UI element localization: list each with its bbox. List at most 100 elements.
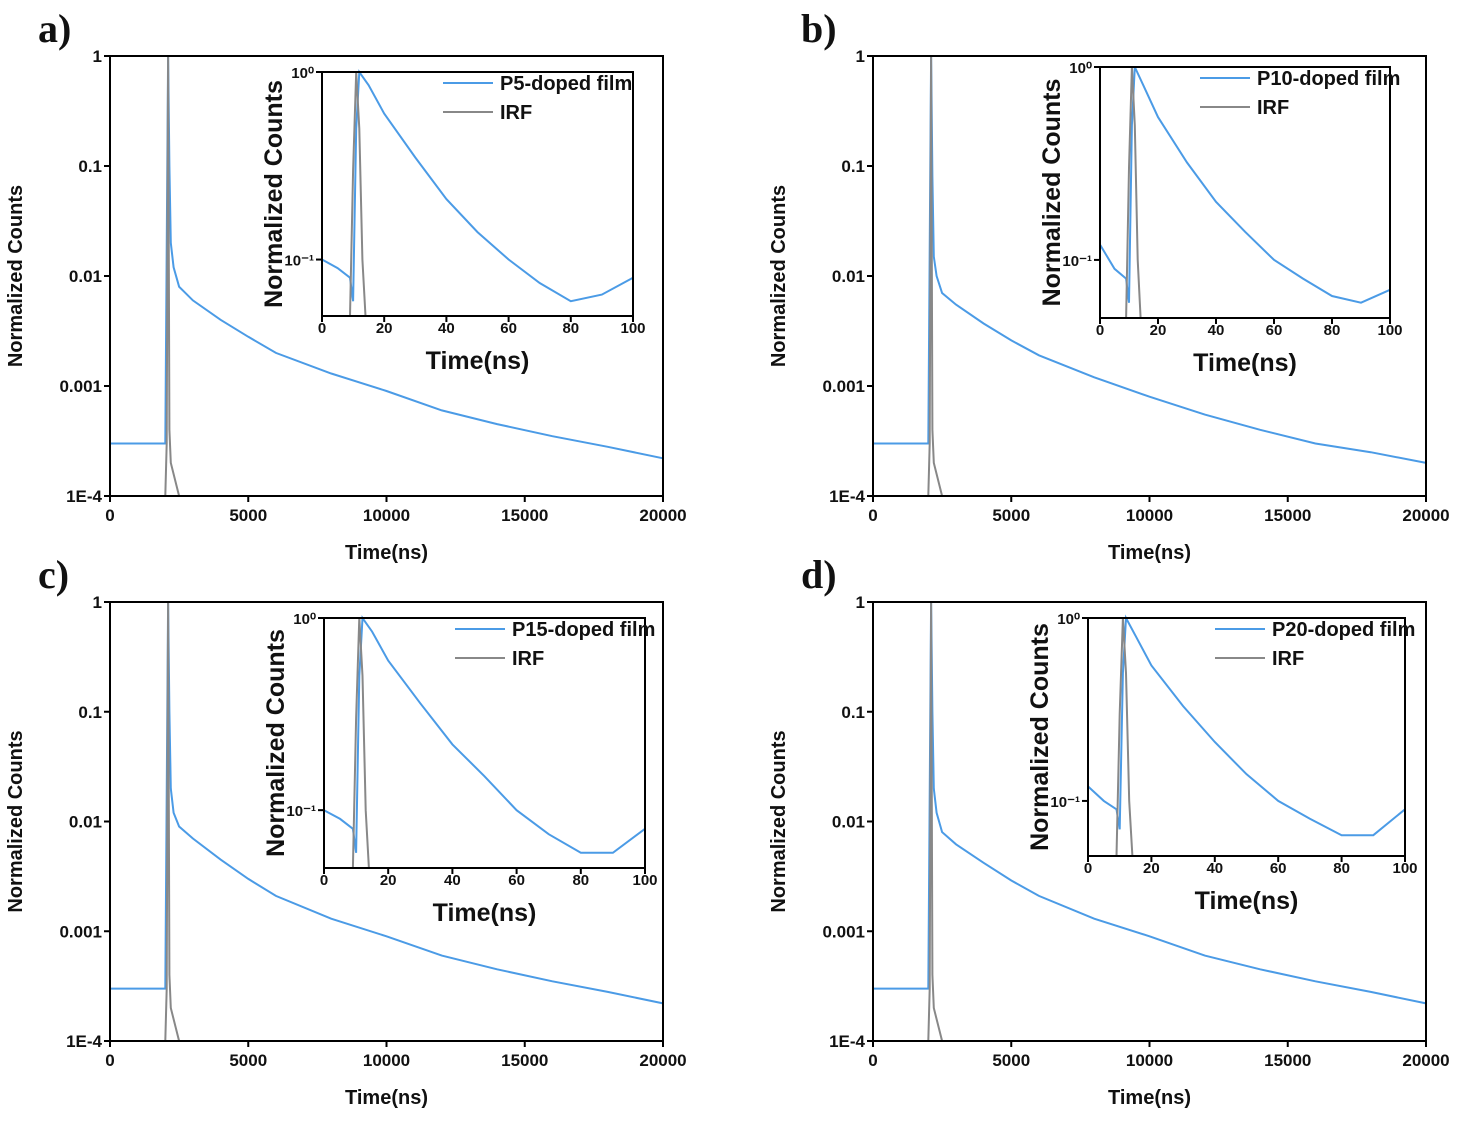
legend-label: P10-doped film [1257,68,1400,90]
panel-label: b) [801,6,837,51]
x-tick-label: 0 [1096,322,1104,339]
x-tick-label: 20 [1143,860,1160,877]
x-tick-label: 100 [620,320,645,337]
y-tick-label: 10⁻¹ [1050,794,1080,811]
x-tick-label: 0 [105,1051,114,1070]
x-tick-label: 60 [1270,860,1287,877]
x-tick-label: 0 [868,506,877,525]
x-tick-label: 20 [380,872,397,889]
y-tick-label: 0.01 [832,813,865,832]
legend-label: P5-doped film [500,73,632,95]
y-tick-label: 1E-4 [829,1032,865,1051]
x-axis-title: Time(ns) [426,347,530,375]
x-tick-label: 10000 [363,506,410,525]
legend-label: P15-doped film [512,619,655,641]
x-tick-label: 80 [562,320,579,337]
y-tick-label: 10⁻¹ [1062,253,1092,270]
inset-background [322,72,633,316]
y-tick-label: 1 [856,593,865,612]
series-line [927,601,944,1042]
x-tick-label: 100 [1377,322,1402,339]
y-tick-label: 0.001 [822,922,865,941]
x-tick-label: 100 [632,872,657,889]
x-tick-label: 5000 [992,1051,1030,1070]
x-tick-label: 40 [444,872,461,889]
panel-label: d) [801,552,837,597]
x-tick-label: 0 [320,872,328,889]
legend-label: IRF [1272,648,1304,670]
y-axis-title: Normalized Counts [5,730,27,912]
x-tick-label: 5000 [229,1051,267,1070]
x-tick-label: 0 [1084,860,1092,877]
inset-background [1100,67,1390,318]
y-tick-label: 10⁰ [291,65,314,82]
x-tick-label: 80 [1333,860,1350,877]
plot-frame [323,617,646,869]
y-tick-label: 0.1 [78,703,102,722]
x-tick-label: 60 [508,872,525,889]
x-tick-label: 40 [438,320,455,337]
y-tick-label: 0.1 [78,157,102,176]
y-tick-label: 1 [93,593,102,612]
x-axis-title: Time(ns) [433,899,537,927]
legend-label: IRF [500,102,532,124]
x-tick-label: 5000 [229,506,267,525]
y-tick-label: 1 [93,47,102,66]
x-tick-label: 10000 [363,1051,410,1070]
x-tick-label: 15000 [501,1051,548,1070]
y-tick-label: 0.1 [841,703,865,722]
y-axis-title: Normalized Counts [768,730,790,912]
series-line [1088,617,1405,857]
series-line [322,71,633,317]
x-tick-label: 10000 [1126,506,1173,525]
x-tick-label: 40 [1206,860,1223,877]
x-tick-label: 0 [318,320,326,337]
x-tick-label: 40 [1208,322,1225,339]
x-tick-label: 5000 [992,506,1030,525]
y-tick-label: 10⁻¹ [286,803,316,820]
y-axis-title: Normalized Counts [1026,623,1054,851]
y-tick-label: 0.01 [69,813,102,832]
x-tick-label: 0 [105,506,114,525]
x-axis-title: Time(ns) [1108,542,1191,564]
y-axis-title: Normalized Counts [1038,79,1066,307]
x-tick-label: 20000 [1402,506,1449,525]
y-tick-label: 1E-4 [829,487,865,506]
y-tick-label: 0.1 [841,157,865,176]
x-tick-label: 100 [1392,860,1417,877]
x-tick-label: 20000 [1402,1051,1449,1070]
plot-frame [1099,66,1391,319]
legend-label: IRF [1257,97,1289,119]
x-tick-label: 20000 [639,1051,686,1070]
x-tick-label: 80 [1324,322,1341,339]
y-tick-label: 0.01 [832,267,865,286]
x-axis-title: Time(ns) [345,542,428,564]
x-tick-label: 15000 [1264,1051,1311,1070]
x-tick-label: 60 [500,320,517,337]
y-tick-label: 1E-4 [66,487,102,506]
series-line [324,617,645,869]
x-tick-label: 15000 [501,506,548,525]
y-axis-title: Normalized Counts [768,185,790,367]
panel-label: c) [38,552,69,597]
y-tick-label: 10⁻¹ [284,253,314,270]
y-axis-title: Normalized Counts [260,80,288,308]
x-axis-title: Time(ns) [1193,349,1297,377]
y-tick-label: 0.01 [69,267,102,286]
y-tick-label: 10⁰ [1057,611,1080,628]
y-tick-label: 0.001 [59,922,102,941]
x-tick-label: 20 [376,320,393,337]
panel-label: a) [38,6,71,51]
inset-background [1088,618,1405,856]
x-axis-title: Time(ns) [345,1087,428,1109]
plot-frame [1087,617,1406,857]
inset-background [324,618,645,868]
series-line [164,601,181,1042]
plot-frame [321,71,634,317]
x-tick-label: 10000 [1126,1051,1173,1070]
y-axis-title: Normalized Counts [262,629,290,857]
y-axis-title: Normalized Counts [5,185,27,367]
y-tick-label: 1E-4 [66,1032,102,1051]
x-tick-label: 0 [868,1051,877,1070]
